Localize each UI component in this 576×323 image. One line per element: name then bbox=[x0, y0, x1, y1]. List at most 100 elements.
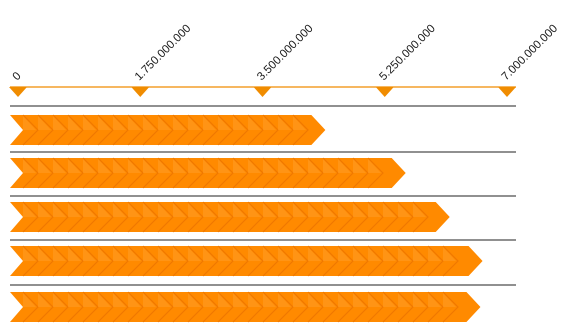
bar-chevron bbox=[52, 157, 69, 189]
bar-chevron bbox=[247, 114, 264, 146]
bar-chevron bbox=[277, 245, 294, 277]
bar-chevron bbox=[82, 291, 99, 323]
bar-chevron bbox=[307, 291, 324, 323]
bar-chevron-highlight bbox=[368, 293, 381, 307]
x-tick-label: 1.750.000.000 bbox=[133, 23, 193, 83]
bar-chevron-highlight bbox=[293, 116, 306, 130]
bar-chevron-highlight bbox=[83, 293, 96, 307]
bar-chevron-highlight bbox=[218, 203, 231, 217]
bar-chevron-highlight bbox=[113, 293, 126, 307]
x-tick-label: 0 bbox=[11, 70, 24, 83]
bar-chevron bbox=[157, 157, 174, 189]
bar-chevron bbox=[292, 157, 309, 189]
bar-chevron bbox=[427, 245, 444, 277]
bar-chevron bbox=[202, 201, 219, 233]
bar-chevron bbox=[97, 245, 114, 277]
bar-chevron bbox=[37, 291, 54, 323]
bar-chevron bbox=[37, 157, 54, 189]
bar-chevron bbox=[412, 201, 429, 233]
bar-chevron-highlight bbox=[233, 293, 246, 307]
bar-chevron bbox=[157, 291, 174, 323]
bar-chevron bbox=[112, 245, 129, 277]
bar-chevron-highlight bbox=[113, 116, 126, 130]
bar-chevron-highlight bbox=[38, 116, 51, 130]
bar-chevron-highlight bbox=[38, 247, 51, 261]
bar-chevron-highlight bbox=[248, 159, 261, 173]
bar-chevron bbox=[217, 245, 234, 277]
bar-chevron bbox=[217, 114, 234, 146]
bar-chevron bbox=[142, 291, 159, 323]
bar-chevron bbox=[262, 201, 279, 233]
bar-chevron-highlight bbox=[263, 247, 276, 261]
bar-chevron-highlight bbox=[293, 247, 306, 261]
bar-chevron bbox=[22, 201, 39, 233]
bar-chevron bbox=[292, 114, 309, 146]
bar-chevron bbox=[22, 157, 39, 189]
bar-chevron-highlight bbox=[173, 293, 186, 307]
bar-chevron bbox=[292, 291, 309, 323]
x-tick-label: 7.000.000.000 bbox=[500, 23, 560, 83]
bar-chevron bbox=[202, 245, 219, 277]
bar-chevron-highlight bbox=[413, 203, 426, 217]
bar-chevron-highlight bbox=[128, 159, 141, 173]
bar-chevron-highlight bbox=[233, 116, 246, 130]
bar-chevron bbox=[127, 157, 144, 189]
bar-chevron bbox=[232, 114, 249, 146]
bar-chevron bbox=[217, 201, 234, 233]
bar-chevron-highlight bbox=[383, 293, 396, 307]
bar-chevron-highlight bbox=[53, 203, 66, 217]
bar-chevron bbox=[412, 245, 429, 277]
bar-chevron-highlight bbox=[173, 247, 186, 261]
bar-chevron bbox=[52, 201, 69, 233]
bar-chevron-highlight bbox=[308, 247, 321, 261]
bar-chevron bbox=[322, 291, 339, 323]
bar-chevron bbox=[127, 291, 144, 323]
bar-chevron bbox=[427, 291, 444, 323]
bar-chevron bbox=[112, 114, 129, 146]
bar-chevron bbox=[82, 245, 99, 277]
bar-chevron bbox=[22, 114, 39, 146]
bar-chevron-highlight bbox=[443, 247, 456, 261]
bar-chevron-highlight bbox=[248, 116, 261, 130]
bar-chevron-highlight bbox=[398, 203, 411, 217]
bar-shape bbox=[10, 115, 326, 145]
bar-chevron bbox=[172, 157, 189, 189]
bar-chevron-highlight bbox=[353, 159, 366, 173]
bar-chevron bbox=[172, 114, 189, 146]
bar-chevron bbox=[37, 245, 54, 277]
bar-chevron bbox=[337, 157, 354, 189]
bar-chevron bbox=[217, 157, 234, 189]
bar-chevron bbox=[262, 114, 279, 146]
bar-chevron bbox=[217, 291, 234, 323]
bar-chevron-highlight bbox=[53, 159, 66, 173]
bar-chevron bbox=[202, 291, 219, 323]
bar-chevron bbox=[202, 114, 219, 146]
bar-chevron-highlight bbox=[128, 203, 141, 217]
bar-chevron bbox=[52, 245, 69, 277]
bar-chevron bbox=[112, 157, 129, 189]
bar-chevron-highlight bbox=[248, 293, 261, 307]
bar-chevron bbox=[97, 114, 114, 146]
bar-chevron-highlight bbox=[323, 203, 336, 217]
bar-chevron-highlight bbox=[203, 159, 216, 173]
bar-chevron-highlight bbox=[338, 247, 351, 261]
bar-chevron bbox=[367, 157, 384, 189]
bar-chevron-highlight bbox=[233, 203, 246, 217]
bar-chevron-highlight bbox=[218, 247, 231, 261]
bar-chevron bbox=[187, 201, 204, 233]
bar-chevron-highlight bbox=[188, 203, 201, 217]
bar-chevron-highlight bbox=[68, 116, 81, 130]
bar-chevron bbox=[232, 245, 249, 277]
bar-chevron-highlight bbox=[248, 247, 261, 261]
bar-chevron bbox=[82, 201, 99, 233]
bar-chevron-highlight bbox=[113, 247, 126, 261]
bar-chevron-highlight bbox=[128, 116, 141, 130]
bar-chevron-highlight bbox=[83, 247, 96, 261]
bar-chevron-highlight bbox=[443, 293, 456, 307]
bar-chevron bbox=[337, 291, 354, 323]
bar-chevron bbox=[187, 157, 204, 189]
bar-chevron bbox=[232, 291, 249, 323]
bar-chevron-highlight bbox=[338, 293, 351, 307]
bar-chevron bbox=[232, 157, 249, 189]
bar-chevron-highlight bbox=[278, 203, 291, 217]
